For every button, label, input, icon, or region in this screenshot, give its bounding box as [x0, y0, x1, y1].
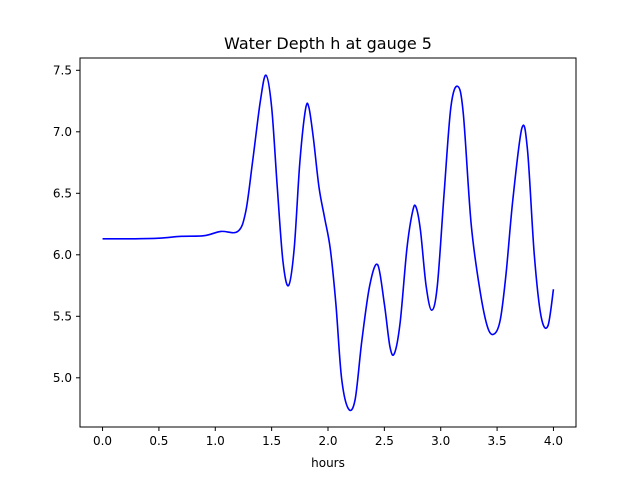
chart-title: Water Depth h at gauge 5: [224, 34, 432, 53]
x-tick-label: 3.5: [488, 434, 507, 448]
y-tick-label: 6.5: [53, 186, 72, 200]
x-axis: 0.0 0.5 1.0 1.5 2.0 2.5 3.0 3.5 4.0: [93, 427, 563, 448]
y-tick-label: 5.5: [53, 309, 72, 323]
x-tick-label: 0.5: [149, 434, 168, 448]
x-tick-label: 1.0: [206, 434, 225, 448]
y-tick-label: 6.0: [53, 248, 72, 262]
x-tick-label: 2.5: [375, 434, 394, 448]
y-tick-label: 7.0: [53, 125, 72, 139]
x-tick-label: 1.5: [262, 434, 281, 448]
y-axis: 5.0 5.5 6.0 6.5 7.0 7.5: [53, 63, 80, 385]
series-line-0: [102, 74, 555, 412]
y-tick-label: 5.0: [53, 371, 72, 385]
x-tick-label: 2.0: [318, 434, 337, 448]
x-tick-label: 3.0: [431, 434, 450, 448]
plot-frame: [79, 57, 577, 428]
y-tick-label: 7.5: [53, 63, 72, 77]
x-axis-label: hours: [311, 456, 345, 470]
x-tick-label: 0.0: [93, 434, 112, 448]
plot-area: [102, 74, 555, 412]
x-tick-label: 4.0: [544, 434, 563, 448]
